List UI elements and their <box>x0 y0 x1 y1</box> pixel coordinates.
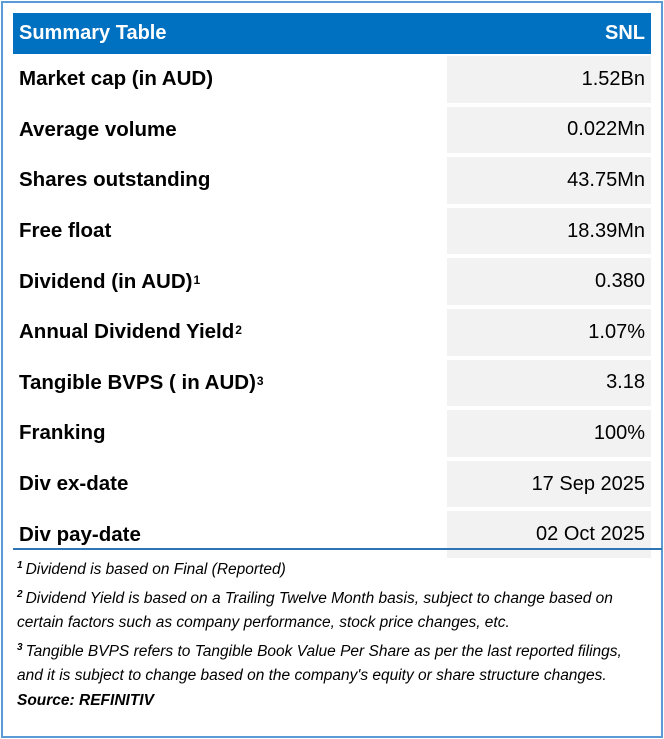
footnote-ref: 3 <box>256 373 264 388</box>
row-label-text: Div ex-date <box>19 472 129 496</box>
row-value: 18.39Mn <box>447 207 651 255</box>
footnote-number: 1 <box>17 560 23 571</box>
row-value: 100% <box>447 410 651 457</box>
row-label: Shares outstanding <box>13 157 447 204</box>
summary-rows: Market cap (in AUD) 1.52Bn Average volume 0… <box>13 56 651 562</box>
row-value: 17 Sep 2025 <box>447 460 651 508</box>
footnote-text: Tangible BVPS refers to Tangible Book Va… <box>17 642 622 685</box>
table-row: Free float 18.39Mn <box>13 207 651 255</box>
row-label-text: Free float <box>19 219 112 243</box>
row-label: Tangible BVPS ( in AUD) 3 <box>13 360 447 407</box>
source: Source: REFINITIV <box>17 691 154 709</box>
row-label: Market cap (in AUD) <box>13 56 447 103</box>
footnote-number: 2 <box>17 588 23 600</box>
row-value: 1.52Bn <box>447 56 651 103</box>
footnote: 2 Dividend Yield is based on a Trailing T… <box>17 583 647 636</box>
table-row: Annual Dividend Yield 2 1.07% <box>13 308 651 356</box>
footnote-text: Dividend Yield is based on a Trailing Tw… <box>17 589 613 632</box>
table-row: Franking 100% <box>13 410 651 457</box>
table-row: Tangible BVPS ( in AUD) 3 3.18 <box>13 359 651 407</box>
footnote-ref: 2 <box>235 323 242 338</box>
row-value: 0.380 <box>447 258 651 305</box>
row-label-text: Market cap (in AUD) <box>19 67 214 91</box>
table-row: Div pay-date 02 Oct 2025 <box>13 511 651 558</box>
table-title: Summary Table <box>19 22 167 44</box>
table-row: Market cap (in AUD) 1.52Bn <box>13 56 651 103</box>
row-label: Div ex-date <box>13 461 447 508</box>
row-label-text: Franking <box>19 421 106 445</box>
row-label-text: Shares outstanding <box>19 168 211 192</box>
table-row: Div ex-date 17 Sep 2025 <box>13 460 651 508</box>
row-label: Free float <box>13 208 447 255</box>
footnote-ref: 1 <box>193 272 201 287</box>
row-label-text: Tangible BVPS ( in AUD) <box>19 370 256 394</box>
row-label: Dividend (in AUD) 1 <box>13 258 447 305</box>
row-label: Annual Dividend Yield 2 <box>13 309 447 356</box>
row-value: 43.75Mn <box>447 157 651 204</box>
table-row: Average volume 0.022Mn <box>13 106 651 154</box>
row-label: Average volume <box>13 107 447 154</box>
row-label-text: Annual Dividend Yield <box>19 320 235 344</box>
row-value: 1.07% <box>447 308 651 356</box>
footnote: 3 Tangible BVPS refers to Tangible Book V… <box>17 636 647 689</box>
footnote-number: 3 <box>17 641 23 653</box>
row-value: 3.18 <box>447 359 651 407</box>
ticker: SNL <box>605 22 645 44</box>
table-row: Dividend (in AUD) 1 0.380 <box>13 258 651 305</box>
row-label: Div pay-date <box>13 511 447 558</box>
row-label-text: Average volume <box>19 117 177 141</box>
row-label-text: Div pay-date <box>19 522 141 546</box>
row-label: Franking <box>13 410 447 457</box>
footnote-text: Dividend is based on Final (Reported) <box>25 561 286 579</box>
table-header: Summary Table SNL <box>13 13 651 54</box>
divider <box>13 548 662 550</box>
row-value: 02 Oct 2025 <box>447 511 651 558</box>
row-label-text: Dividend (in AUD) <box>19 269 193 293</box>
table-row: Shares outstanding 43.75Mn <box>13 157 651 204</box>
row-value: 0.022Mn <box>447 106 651 154</box>
footnotes: 1 Dividend is based on Final (Reported) 2 D… <box>17 554 647 713</box>
footnote: 1 Dividend is based on Final (Reported) <box>17 554 647 583</box>
